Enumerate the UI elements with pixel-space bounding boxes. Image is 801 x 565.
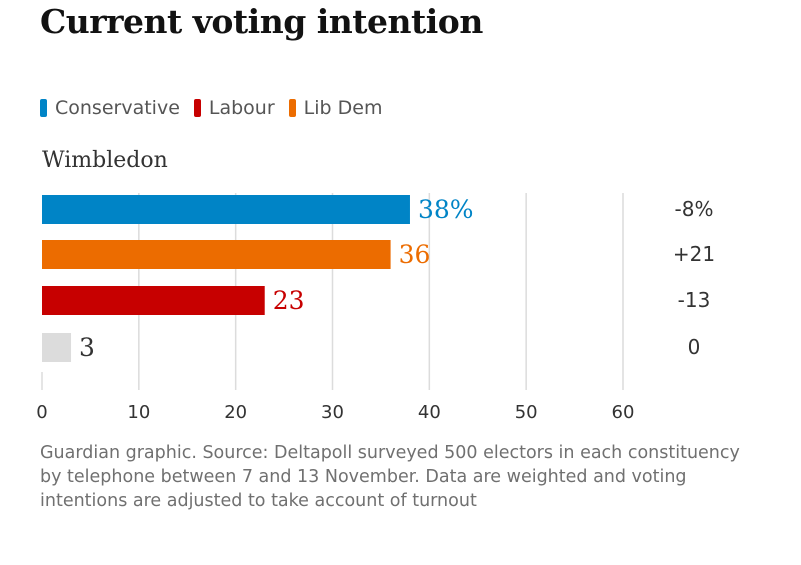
x-tick-label: 50 [515,402,538,423]
legend: Conservative Labour Lib Dem [40,97,382,119]
legend-label: Labour [208,97,275,119]
legend-swatch [288,99,296,117]
legend-swatch [40,99,47,117]
bar-labour [42,286,265,315]
change-label: -8% [675,197,714,221]
chart-title: Current voting intention [40,2,483,41]
bar-conservative [42,195,410,224]
x-tick-label: 0 [36,402,47,423]
bar-other [42,333,72,362]
value-label: 38% [418,195,474,224]
bar-lib-dem [42,240,391,269]
constituency-label: Wimbledon [42,148,168,173]
change-label: 0 [688,335,701,359]
legend-label: Conservative [55,97,180,119]
change-label: -13 [678,288,711,312]
value-label: 3 [79,333,95,362]
legend-swatch [193,99,201,117]
legend-item-libdem: Lib Dem [288,97,383,119]
x-tick-label: 30 [321,402,344,423]
value-label: 23 [273,286,305,315]
source-note: Guardian graphic. Source: Deltapoll surv… [40,443,740,511]
x-tick-label: 20 [224,402,247,423]
change-label: +21 [673,242,715,266]
value-label: 36 [399,240,431,269]
x-tick-label: 40 [418,402,441,423]
legend-item-labour: Labour [193,97,275,119]
x-tick-label: 60 [612,402,635,423]
legend-item-conservative: Conservative [40,97,180,119]
legend-label: Lib Dem [303,97,383,119]
x-tick-label: 10 [127,402,150,423]
